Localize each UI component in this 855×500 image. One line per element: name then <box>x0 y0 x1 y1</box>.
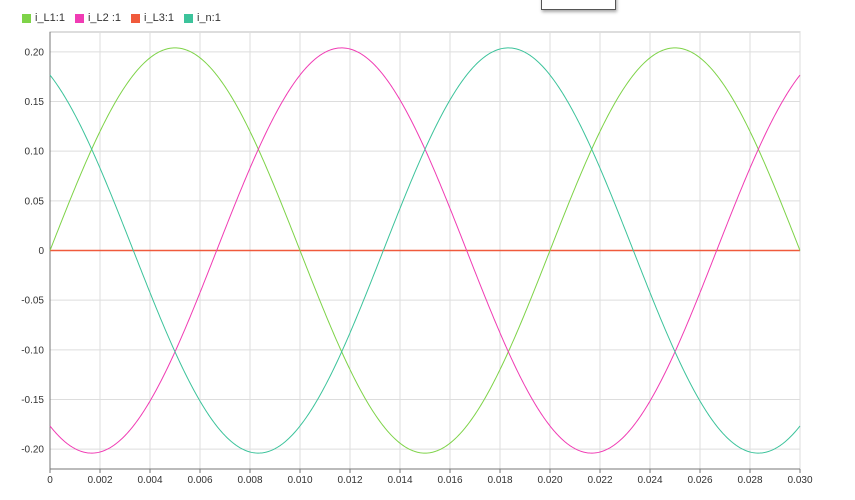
x-tick-label: 0.006 <box>187 475 212 486</box>
y-tick-label: -0.10 <box>21 345 44 356</box>
x-tick-label: 0.028 <box>737 475 762 486</box>
legend-label: i_L3:1 <box>144 12 174 24</box>
legend-swatch <box>184 13 193 23</box>
x-tick-label: 0.024 <box>637 475 662 486</box>
y-tick-label: -0.20 <box>21 445 44 456</box>
y-tick-label: 0 <box>38 246 44 257</box>
x-tick-label: 0.014 <box>387 475 412 486</box>
legend-item[interactable]: i_L3:1 <box>131 12 174 24</box>
legend-label: i_L2 :1 <box>87 12 122 24</box>
legend-label: i_L1:1 <box>35 12 65 24</box>
x-tick-label: 0.016 <box>437 475 462 486</box>
tooltip-box <box>541 0 616 10</box>
legend-item[interactable]: i_L1:1 <box>22 12 65 24</box>
x-tick-label: 0.030 <box>787 475 812 486</box>
legend-swatch <box>22 13 31 23</box>
legend-swatch <box>131 13 141 23</box>
x-tick-label: 0.012 <box>337 475 362 486</box>
y-tick-label: -0.15 <box>21 395 44 406</box>
x-tick-label: 0.018 <box>487 475 512 486</box>
y-tick-label: 0.20 <box>25 47 45 58</box>
x-tick-label: 0.008 <box>237 475 262 486</box>
legend-item[interactable]: i_L2 :1 <box>74 12 122 24</box>
x-tick-label: 0.002 <box>87 475 112 486</box>
x-tick-label: 0.010 <box>287 475 312 486</box>
series-line-i-n-1 <box>49 47 801 454</box>
chart-legend: i_L1:1 i_L2 :1 i_L3:1 i_n:1 <box>22 12 221 24</box>
x-tick-label: 0.004 <box>137 475 162 486</box>
legend-label: i_n:1 <box>197 12 221 24</box>
x-tick-label: 0.020 <box>537 475 562 486</box>
y-tick-label: -0.05 <box>21 296 44 307</box>
x-tick-label: 0 <box>47 475 53 486</box>
y-tick-label: 0.15 <box>25 97 45 108</box>
y-tick-label: 0.10 <box>25 147 45 158</box>
series-line-i-L1-1 <box>49 47 801 454</box>
legend-item[interactable]: i_n:1 <box>184 12 221 24</box>
legend-swatch <box>74 13 84 23</box>
x-tick-label: 0.022 <box>587 475 612 486</box>
x-tick-label: 0.026 <box>687 475 712 486</box>
y-tick-label: 0.05 <box>25 196 45 207</box>
